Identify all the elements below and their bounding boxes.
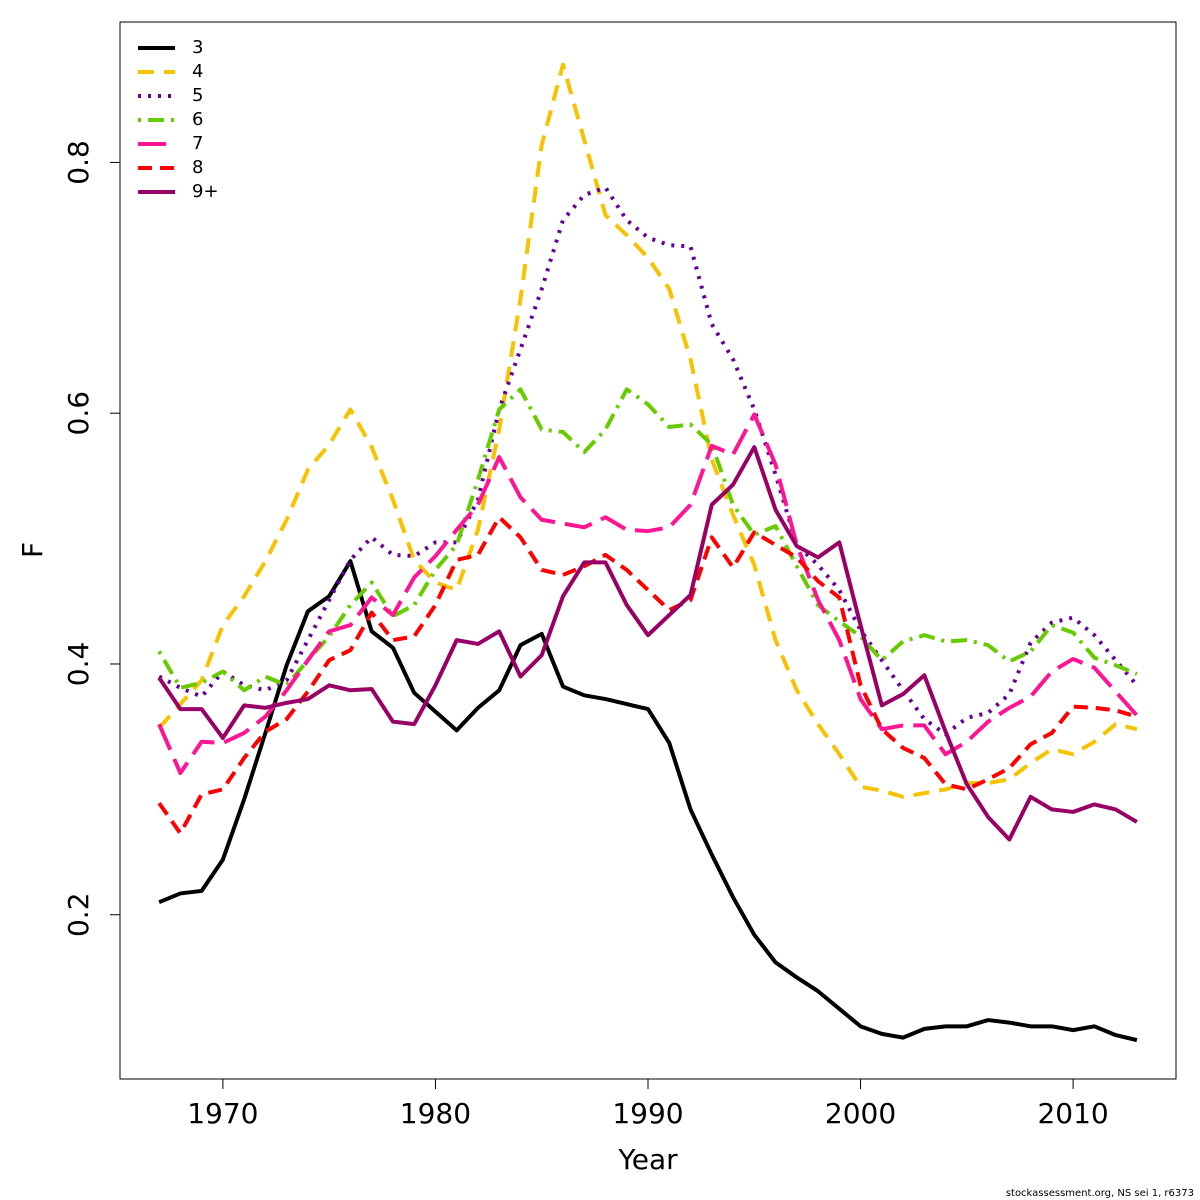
x-tick-label: 2010 [1037, 1097, 1108, 1130]
legend-label: 6 [192, 109, 203, 130]
series-line [157, 412, 1139, 776]
y-tick-label: 0.2 [62, 892, 95, 937]
series-line [157, 62, 1138, 799]
series-line [157, 515, 1138, 836]
series-line [158, 185, 1139, 737]
x-tick-label: 1990 [612, 1097, 683, 1130]
y-axis-label: F [16, 542, 49, 558]
legend-label: 9+ [192, 181, 219, 202]
y-tick-label: 0.6 [62, 391, 95, 436]
legend-label: 3 [192, 37, 203, 58]
x-axis-label: Year [617, 1143, 678, 1176]
plot-frame [119, 21, 1177, 1080]
x-tick-label: 1980 [400, 1097, 471, 1130]
legend-label: 7 [192, 133, 203, 154]
y-tick-label: 0.8 [62, 140, 95, 185]
footnote: stockassessment.org, NS sei 1, r6373 [1006, 1188, 1194, 1199]
y-tick-label: 0.4 [62, 642, 95, 687]
series-line [158, 559, 1138, 1043]
x-tick-label: 2000 [825, 1097, 896, 1130]
series-line [157, 445, 1138, 842]
x-tick-label: 1970 [187, 1097, 258, 1130]
legend-label: 5 [192, 85, 203, 106]
legend-label: 8 [192, 157, 203, 178]
legend-label: 4 [192, 61, 203, 82]
